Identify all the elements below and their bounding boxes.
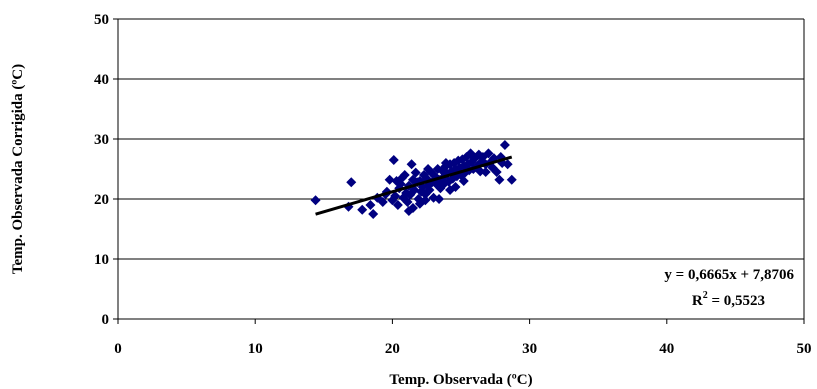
x-tick-label-0: 0 [114, 341, 122, 357]
r-squared-value: = 0,5523 [708, 293, 765, 309]
data-point-98 [407, 174, 418, 185]
data-point-96 [423, 164, 434, 174]
trendline [315, 155, 513, 216]
data-point-4 [365, 200, 376, 210]
y-axis-title: Temp. Observada Corrigida (ºC) [10, 64, 26, 274]
r-squared: R2 = 0,5523 [692, 290, 765, 309]
y-tick-label-20: 20 [94, 192, 109, 208]
data-point-0 [310, 195, 321, 206]
trendline-equation: y = 0,6665x + 7,8706 [664, 267, 794, 283]
y-tick-label-50: 50 [94, 12, 109, 28]
data-point-7 [377, 197, 388, 207]
data-point-13 [392, 200, 403, 210]
y-tick-label-30: 30 [94, 132, 109, 148]
x-tick-label-20: 20 [385, 341, 400, 357]
data-point-73 [483, 148, 494, 159]
data-point-82 [502, 159, 513, 170]
x-tick-label-10: 10 [248, 341, 263, 357]
data-point-90 [434, 194, 445, 204]
data-point-95 [399, 170, 410, 180]
data-point-21 [406, 159, 417, 170]
data-point-93 [480, 167, 491, 177]
y-tick-label-10: 10 [94, 252, 109, 268]
r-squared-exponent: 2 [703, 290, 708, 301]
data-point-89 [403, 206, 414, 216]
gridlines [118, 78, 804, 260]
x-tick-label-50: 50 [797, 341, 812, 357]
data-point-88 [414, 198, 425, 209]
data-point-9 [384, 174, 395, 185]
data-point-99 [445, 185, 456, 195]
x-tick-labels: 0 10 20 30 40 50 [114, 319, 812, 357]
data-point-77 [491, 167, 502, 177]
y-tick-label-40: 40 [94, 72, 109, 88]
y-tick-label-0: 0 [102, 312, 110, 328]
data-point-33 [424, 185, 435, 195]
data-point-10 [388, 155, 399, 165]
data-point-12 [390, 191, 401, 201]
data-point-1 [346, 177, 357, 188]
data-point-78 [494, 174, 505, 185]
data-point-81 [499, 140, 510, 150]
r-squared-prefix: R [692, 293, 703, 309]
data-point-92 [458, 176, 469, 186]
data-point-5 [368, 209, 379, 219]
data-point-3 [357, 204, 368, 215]
x-axis-title: Temp. Observada (ºC) [389, 372, 532, 388]
data-point-97 [440, 158, 451, 168]
data-point-83 [506, 174, 517, 185]
y-tick-labels: 0 10 20 30 40 50 [94, 12, 118, 328]
x-tick-label-40: 40 [659, 341, 674, 357]
x-tick-label-30: 30 [522, 341, 537, 357]
